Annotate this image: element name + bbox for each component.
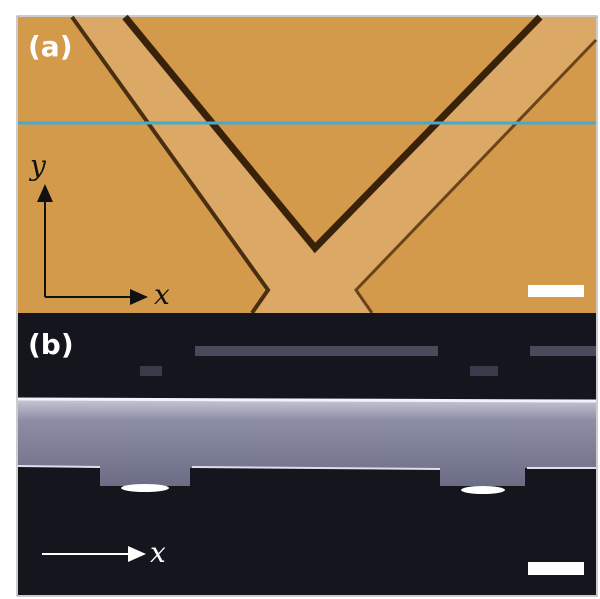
scale-bar — [528, 285, 584, 297]
edge-highlight — [18, 399, 596, 401]
feature — [195, 346, 438, 356]
figure: y x (a) x (b) — [0, 0, 600, 599]
axis-label: x — [150, 536, 166, 569]
feature — [530, 346, 596, 356]
panel-label: (b) — [28, 328, 74, 361]
panel-a: y x (a) — [18, 17, 596, 313]
feature — [470, 366, 498, 376]
edge-highlight — [18, 466, 100, 467]
page: y x (a) x (b) (() => { const data = JSON… — [0, 0, 600, 599]
panel-b: x (b) — [18, 313, 596, 595]
scale-bar — [528, 562, 584, 575]
axis-label: x — [154, 278, 170, 311]
feature — [140, 366, 162, 376]
panel-label: (a) — [28, 30, 73, 63]
axis-label: y — [28, 149, 47, 182]
bright-spot — [461, 486, 505, 494]
bright-spot — [121, 484, 169, 492]
